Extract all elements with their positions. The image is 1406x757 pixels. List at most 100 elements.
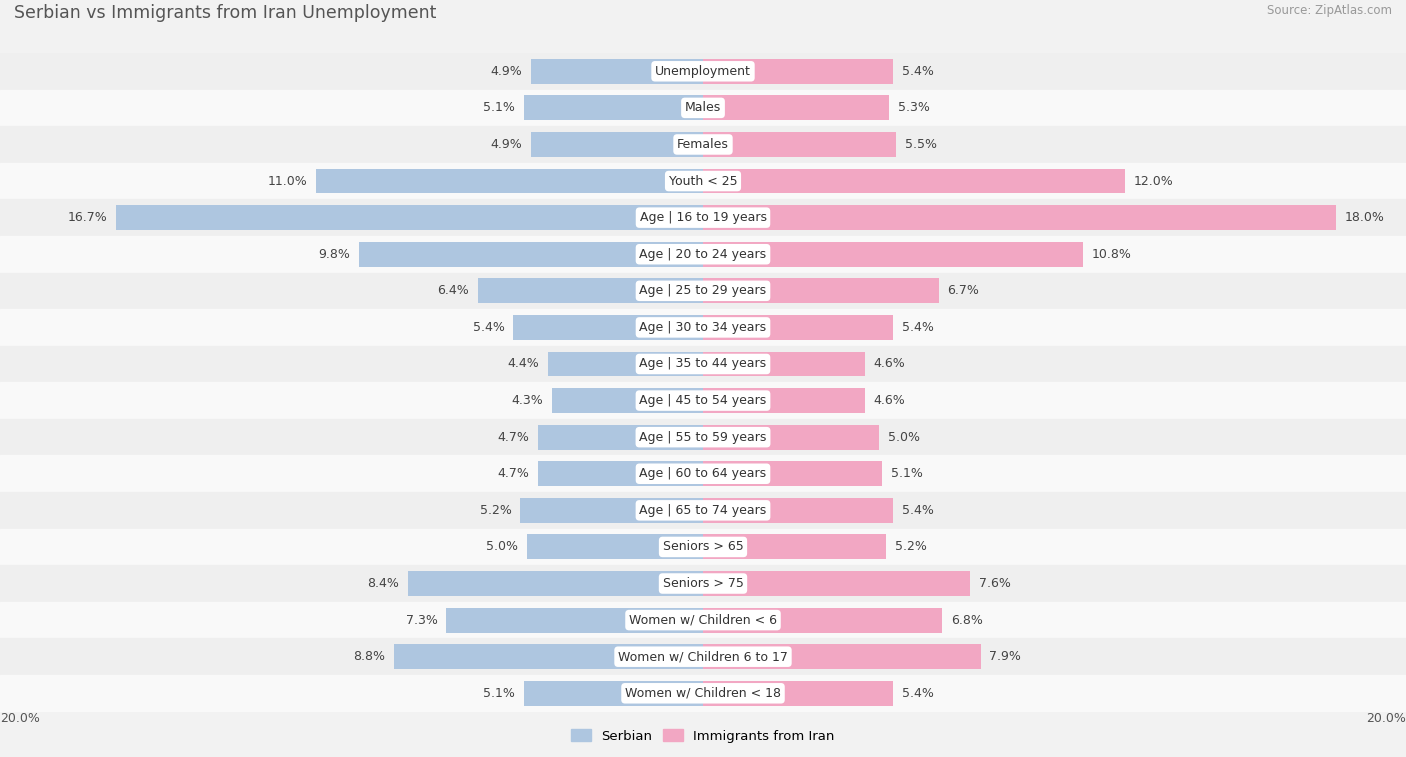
Bar xyxy=(703,498,893,523)
Text: 5.2%: 5.2% xyxy=(479,504,512,517)
Text: Age | 16 to 19 years: Age | 16 to 19 years xyxy=(640,211,766,224)
Bar xyxy=(316,169,703,194)
Text: 5.0%: 5.0% xyxy=(486,540,519,553)
Bar xyxy=(703,644,981,669)
Bar xyxy=(551,388,703,413)
Text: 12.0%: 12.0% xyxy=(1133,175,1174,188)
Bar xyxy=(0,382,1406,419)
Bar xyxy=(408,571,703,596)
Text: 5.4%: 5.4% xyxy=(901,687,934,699)
Text: 11.0%: 11.0% xyxy=(267,175,308,188)
Bar xyxy=(0,199,1406,236)
Bar xyxy=(703,315,893,340)
Bar xyxy=(0,456,1406,492)
Text: 4.3%: 4.3% xyxy=(512,394,543,407)
Bar xyxy=(0,163,1406,199)
Text: 4.7%: 4.7% xyxy=(498,431,529,444)
Bar xyxy=(537,425,703,450)
Bar xyxy=(0,602,1406,638)
Text: Age | 20 to 24 years: Age | 20 to 24 years xyxy=(640,248,766,260)
Bar xyxy=(703,461,883,486)
Text: 20.0%: 20.0% xyxy=(1367,712,1406,724)
Text: 20.0%: 20.0% xyxy=(0,712,39,724)
Text: 8.8%: 8.8% xyxy=(353,650,385,663)
Text: 4.9%: 4.9% xyxy=(491,65,522,78)
Bar xyxy=(0,492,1406,528)
Text: Youth < 25: Youth < 25 xyxy=(669,175,737,188)
Text: Women w/ Children < 6: Women w/ Children < 6 xyxy=(628,614,778,627)
Text: 5.4%: 5.4% xyxy=(901,504,934,517)
Text: Seniors > 75: Seniors > 75 xyxy=(662,577,744,590)
Text: 18.0%: 18.0% xyxy=(1344,211,1385,224)
Text: 7.6%: 7.6% xyxy=(979,577,1011,590)
Bar xyxy=(703,681,893,706)
Text: Age | 45 to 54 years: Age | 45 to 54 years xyxy=(640,394,766,407)
Bar xyxy=(0,273,1406,309)
Text: 9.8%: 9.8% xyxy=(318,248,350,260)
Text: Males: Males xyxy=(685,101,721,114)
Text: Age | 55 to 59 years: Age | 55 to 59 years xyxy=(640,431,766,444)
Text: Source: ZipAtlas.com: Source: ZipAtlas.com xyxy=(1267,4,1392,17)
Bar xyxy=(0,419,1406,456)
Bar xyxy=(0,675,1406,712)
Bar xyxy=(513,315,703,340)
Bar xyxy=(0,53,1406,89)
Text: Women w/ Children < 18: Women w/ Children < 18 xyxy=(626,687,780,699)
Bar xyxy=(537,461,703,486)
Bar xyxy=(548,351,703,376)
Bar xyxy=(703,169,1125,194)
Text: 5.0%: 5.0% xyxy=(887,431,920,444)
Bar xyxy=(0,126,1406,163)
Bar xyxy=(703,388,865,413)
Legend: Serbian, Immigrants from Iran: Serbian, Immigrants from Iran xyxy=(565,724,841,748)
Text: 5.5%: 5.5% xyxy=(905,138,938,151)
Bar xyxy=(0,638,1406,675)
Text: 5.4%: 5.4% xyxy=(901,321,934,334)
Bar xyxy=(447,608,703,633)
Text: 4.6%: 4.6% xyxy=(873,357,905,370)
Text: 4.6%: 4.6% xyxy=(873,394,905,407)
Text: 5.1%: 5.1% xyxy=(484,687,515,699)
Bar xyxy=(703,95,889,120)
Bar xyxy=(703,571,970,596)
Text: 5.3%: 5.3% xyxy=(898,101,929,114)
Bar xyxy=(703,59,893,84)
Text: 7.3%: 7.3% xyxy=(406,614,437,627)
Text: Age | 30 to 34 years: Age | 30 to 34 years xyxy=(640,321,766,334)
Bar xyxy=(703,534,886,559)
Text: 4.7%: 4.7% xyxy=(498,467,529,480)
Bar xyxy=(0,236,1406,273)
Text: 16.7%: 16.7% xyxy=(67,211,107,224)
Bar xyxy=(531,132,703,157)
Bar xyxy=(703,608,942,633)
Text: 6.4%: 6.4% xyxy=(437,285,470,298)
Bar xyxy=(478,279,703,304)
Text: 7.9%: 7.9% xyxy=(990,650,1021,663)
Bar xyxy=(0,346,1406,382)
Text: Serbian vs Immigrants from Iran Unemployment: Serbian vs Immigrants from Iran Unemploy… xyxy=(14,4,436,22)
Text: 5.1%: 5.1% xyxy=(484,101,515,114)
Bar xyxy=(703,241,1083,266)
Text: 6.8%: 6.8% xyxy=(950,614,983,627)
Text: 4.4%: 4.4% xyxy=(508,357,540,370)
Text: 5.2%: 5.2% xyxy=(894,540,927,553)
Text: Seniors > 65: Seniors > 65 xyxy=(662,540,744,553)
Bar xyxy=(394,644,703,669)
Bar xyxy=(0,565,1406,602)
Text: 5.1%: 5.1% xyxy=(891,467,922,480)
Text: Age | 25 to 29 years: Age | 25 to 29 years xyxy=(640,285,766,298)
Bar xyxy=(359,241,703,266)
Bar xyxy=(703,279,939,304)
Text: 4.9%: 4.9% xyxy=(491,138,522,151)
Bar xyxy=(531,59,703,84)
Text: Age | 65 to 74 years: Age | 65 to 74 years xyxy=(640,504,766,517)
Text: Unemployment: Unemployment xyxy=(655,65,751,78)
Bar xyxy=(0,309,1406,346)
Bar xyxy=(0,528,1406,565)
Bar xyxy=(703,351,865,376)
Text: 6.7%: 6.7% xyxy=(948,285,979,298)
Text: Females: Females xyxy=(678,138,728,151)
Bar xyxy=(115,205,703,230)
Text: Age | 60 to 64 years: Age | 60 to 64 years xyxy=(640,467,766,480)
Bar xyxy=(703,425,879,450)
